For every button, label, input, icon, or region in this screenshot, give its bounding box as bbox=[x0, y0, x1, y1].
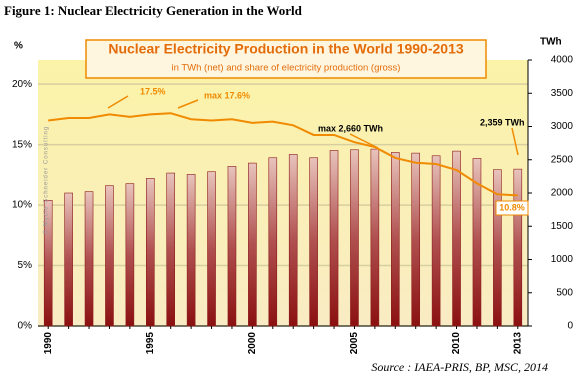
bar bbox=[288, 154, 298, 327]
y-tick-label: 5% bbox=[18, 260, 33, 271]
bar bbox=[166, 172, 176, 327]
bar bbox=[207, 171, 216, 327]
x-tick-label: 2010 bbox=[451, 332, 462, 355]
chart-subtitle: in TWh (net) and share of electricity pr… bbox=[172, 63, 401, 74]
y2-tick-label: 1000 bbox=[551, 254, 574, 265]
y2-tick-label: 2000 bbox=[551, 188, 574, 199]
caption: Figure 1: Nuclear Electricity Generation… bbox=[4, 3, 303, 18]
y2-tick-label: 3500 bbox=[551, 88, 574, 99]
y2-tick-label: 500 bbox=[556, 287, 573, 298]
annotation-box bbox=[495, 200, 529, 216]
bar bbox=[431, 155, 441, 327]
annotation: 2,359 TWh bbox=[480, 117, 525, 127]
x-tick-label: 1995 bbox=[145, 332, 156, 355]
watermark: © Mycle Schneider Consulting bbox=[43, 126, 50, 234]
source: Source : IAEA-PRIS, BP, MSC, 2014 bbox=[371, 360, 548, 374]
bar bbox=[309, 157, 318, 327]
annotation: max 17.6% bbox=[204, 90, 250, 100]
y2-tick-label: 2500 bbox=[551, 154, 574, 165]
bar bbox=[452, 150, 461, 327]
bar bbox=[411, 152, 421, 327]
y-tick-label: 15% bbox=[12, 139, 32, 150]
chart-title: Nuclear Electricity Production in the Wo… bbox=[108, 41, 464, 57]
title-box bbox=[85, 39, 487, 79]
y2-tick-label: 3000 bbox=[551, 121, 574, 132]
annotation: max 2,660 TWh bbox=[318, 123, 383, 133]
x-tick-label: 1990 bbox=[43, 332, 54, 355]
y2-tick-label: 1500 bbox=[551, 221, 574, 232]
bar bbox=[268, 157, 278, 327]
bar bbox=[390, 152, 400, 327]
y-axis-label: % bbox=[14, 41, 23, 52]
y-tick-label: 0% bbox=[18, 321, 33, 332]
bar bbox=[125, 183, 135, 327]
bar bbox=[186, 174, 196, 327]
bar bbox=[105, 185, 114, 327]
annotation-arrow bbox=[107, 95, 129, 109]
annotation: 10.8% bbox=[499, 202, 525, 212]
plot-area bbox=[38, 60, 528, 326]
bar bbox=[329, 150, 339, 327]
annotation-arrow bbox=[349, 133, 379, 149]
bar bbox=[84, 191, 94, 327]
bar bbox=[227, 166, 237, 327]
x-tick-label: 2000 bbox=[247, 332, 258, 355]
bar bbox=[513, 168, 523, 327]
annotation-arrow bbox=[511, 127, 519, 156]
y2-tick-label: 0 bbox=[567, 321, 573, 332]
bar bbox=[248, 162, 257, 327]
y2-tick-label: 4000 bbox=[551, 55, 574, 66]
bar bbox=[370, 148, 380, 327]
bar bbox=[350, 149, 359, 327]
marks bbox=[38, 59, 532, 329]
y-tick-label: 10% bbox=[12, 200, 32, 211]
y2-axis-label: TWh bbox=[540, 37, 562, 48]
bar bbox=[145, 178, 155, 327]
x-tick-label: 2013 bbox=[512, 332, 523, 355]
annotation-arrow bbox=[177, 99, 199, 109]
y-tick-label: 20% bbox=[12, 79, 32, 90]
share-line bbox=[48, 112, 518, 197]
annotation: 17.5% bbox=[140, 86, 166, 96]
bar bbox=[64, 192, 73, 327]
x-tick-label: 2005 bbox=[349, 332, 360, 355]
